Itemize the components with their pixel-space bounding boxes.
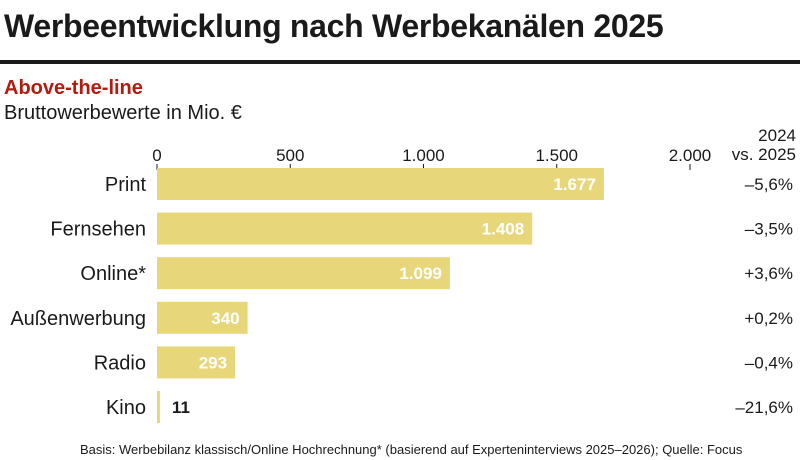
source-footnote: Basis: Werbebilanz klassisch/Online Hoch…	[80, 442, 743, 457]
change-value: –0,4%	[745, 353, 793, 372]
x-tick-label: 0	[152, 146, 161, 165]
bar	[157, 257, 450, 290]
bar	[157, 301, 248, 334]
category-label: Radio	[94, 352, 146, 374]
chart-title: Werbeentwicklung nach Werbekanälen 2025	[4, 8, 664, 44]
change-header-line1: 2024	[758, 126, 796, 145]
change-column-header: 2024 vs. 2025	[700, 126, 796, 164]
bar-value-label: 340	[211, 309, 239, 328]
x-tick-label: 2.000	[669, 146, 712, 165]
bar-chart: 0 500 1.000 1.500 2.000 Print 1.677 –5,6% Ferns…	[10, 146, 793, 423]
change-value: +0,2%	[744, 309, 793, 328]
x-axis-ticks: 0 500 1.000 1.500 2.000	[152, 146, 711, 170]
change-header-line2: vs. 2025	[731, 145, 796, 164]
change-value: +3,6%	[744, 264, 793, 283]
bar	[157, 212, 533, 245]
bar-value-label: 293	[199, 353, 227, 372]
category-label: Online*	[80, 263, 146, 285]
category-label: Kino	[106, 397, 146, 419]
bar-value-label: 1.677	[553, 175, 596, 194]
unit-label: Bruttowerbewerte in Mio. €	[4, 102, 242, 124]
category-label: Print	[105, 174, 147, 196]
change-value: –5,6%	[745, 175, 793, 194]
x-tick-label: 500	[276, 146, 304, 165]
category-label: Fernsehen	[50, 219, 146, 241]
chart-rows: Print 1.677 –5,6% Fernsehen 1.408 –3,5% Online…	[10, 168, 793, 423]
bar-value-label: 1.408	[482, 220, 525, 239]
chart-subtitle: Above-the-line	[4, 77, 143, 99]
x-tick-label: 1.500	[535, 146, 578, 165]
change-value: –21,6%	[735, 398, 793, 417]
bar	[157, 346, 236, 379]
bar	[157, 391, 160, 423]
change-value: –3,5%	[745, 220, 793, 239]
bar-value-label: 1.099	[399, 264, 442, 283]
category-label: Außenwerbung	[10, 308, 146, 330]
bar	[157, 168, 604, 200]
title-divider	[0, 60, 800, 64]
x-tick-label: 1.000	[402, 146, 445, 165]
bar-value-label: 11	[172, 398, 190, 417]
